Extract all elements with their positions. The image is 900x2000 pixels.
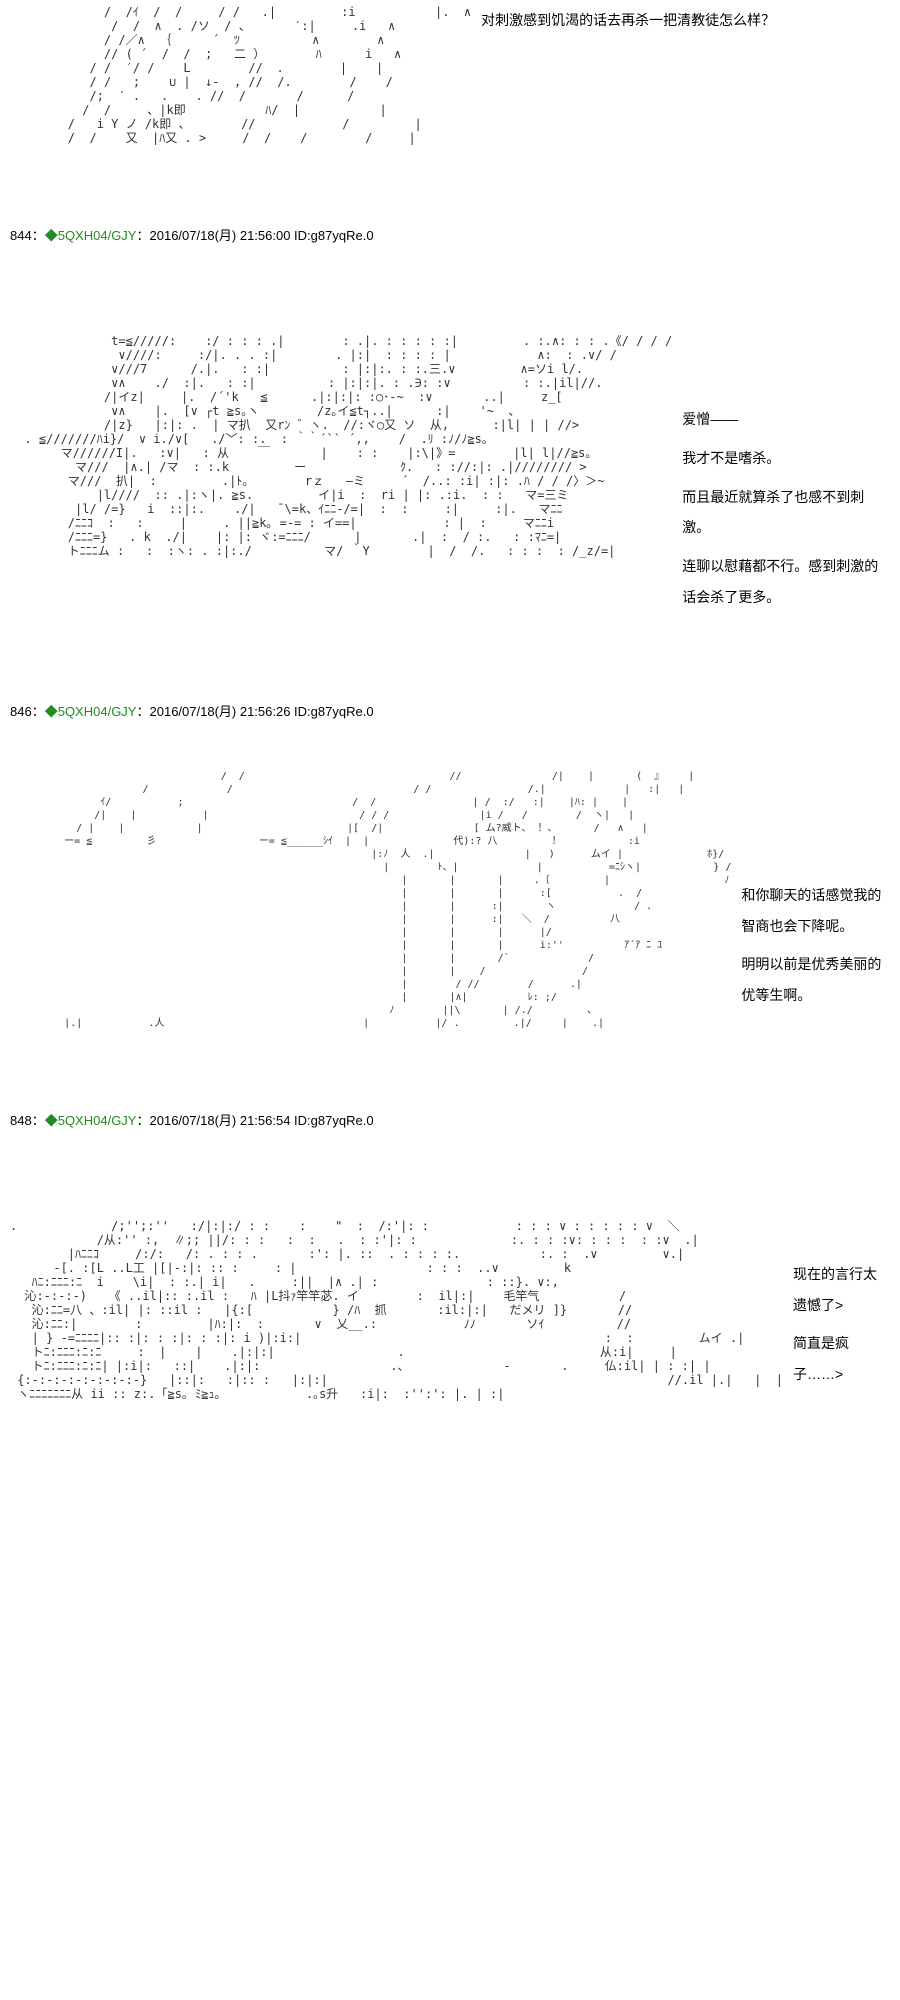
post-id: g87yqRe.0 [311, 1113, 374, 1128]
post-datetime: 2016/07/18(月) 21:56:26 [150, 704, 291, 719]
id-label: ID: [290, 1113, 310, 1128]
separator: ： [136, 1113, 149, 1128]
dialogue-line: 对刺激感到饥渴的话去再杀一把清教徒怎么样？ [481, 5, 775, 36]
tripcode[interactable]: ◆5QXH04/GJY [45, 228, 137, 243]
tripcode[interactable]: ◆5QXH04/GJY [45, 1113, 137, 1128]
post-848: 848：◆5QXH04/GJY：2016/07/18(月) 21:56:54 I… [0, 1105, 900, 1406]
post-id: g87yqRe.0 [311, 704, 374, 719]
post-number: 844 [10, 228, 32, 243]
separator: ： [136, 704, 149, 719]
tripcode[interactable]: ◆5QXH04/GJY [45, 704, 137, 719]
post-number: 846 [10, 704, 32, 719]
post-body: / / // /| | ( 』 | / / / / /.| | :| | [10, 770, 890, 1030]
dialogue-line: 爱憎―― [682, 404, 890, 435]
ascii-art: / /ｲ / / / / .| :i |. ∧ / / ∧ . /ソ / 、 ′… [10, 5, 471, 145]
dialogue-line: 和你聊天的话感觉我的智商也会下降呢。 [741, 880, 890, 942]
dialogue-block: 和你聊天的话感觉我的智商也会下降呢。 明明以前是优秀美丽的优等生啊。 [731, 770, 890, 1019]
dialogue-block: 爱憎―― 我才不是嗜杀。 而且最近就算杀了也感不到刺激。 连聊以慰藉都不行。感到… [672, 334, 890, 621]
post-header: 848：◆5QXH04/GJY：2016/07/18(月) 21:56:54 I… [10, 1110, 890, 1129]
separator: ： [32, 704, 45, 719]
id-label: ID: [290, 228, 310, 243]
dialogue-line: 现在的言行太遗憾了> [793, 1259, 890, 1321]
separator: ： [136, 228, 149, 243]
dialogue-line: 我才不是嗜杀。 [682, 443, 890, 474]
ascii-art: t=≦/////: :/ : : : .| : .|. : : : : :| .… [10, 334, 672, 558]
dialogue-line: 明明以前是优秀美丽的优等生啊。 [741, 949, 890, 1011]
dialogue-line: 连聊以慰藉都不行。感到刺激的话会杀了更多。 [682, 551, 890, 613]
post-datetime: 2016/07/18(月) 21:56:00 [150, 228, 291, 243]
dialogue-block: 现在的言行太遗憾了> 简直是疯子……> [783, 1219, 890, 1398]
ascii-art: . /;'';:'' :/|:|:/ : : : " : /:'|: : : :… [10, 1219, 783, 1401]
dialogue-block: 对刺激感到饥渴的话去再杀一把清教徒怎么样？ [471, 5, 775, 44]
separator: ： [32, 1113, 45, 1128]
post-846: 846：◆5QXH04/GJY：2016/07/18(月) 21:56:26 I… [0, 696, 900, 1035]
post-header: 844：◆5QXH04/GJY：2016/07/18(月) 21:56:00 I… [10, 225, 890, 244]
post-body: / /ｲ / / / / .| :i |. ∧ / / ∧ . /ソ / 、 ′… [10, 5, 890, 145]
post-number: 848 [10, 1113, 32, 1128]
ascii-art: / / // /| | ( 』 | / / / / /.| | :| | [10, 770, 731, 1030]
post-body: t=≦/////: :/ : : : .| : .|. : : : : :| .… [10, 334, 890, 621]
post-body: . /;'';:'' :/|:|:/ : : : " : /:'|: : : :… [10, 1219, 890, 1401]
dialogue-line: 简直是疯子……> [793, 1328, 890, 1390]
separator: ： [32, 228, 45, 243]
post-id: g87yqRe.0 [311, 228, 374, 243]
post-header: 846：◆5QXH04/GJY：2016/07/18(月) 21:56:26 I… [10, 701, 890, 720]
dialogue-line: 而且最近就算杀了也感不到刺激。 [682, 482, 890, 544]
post-datetime: 2016/07/18(月) 21:56:54 [150, 1113, 291, 1128]
post-0: / /ｲ / / / / .| :i |. ∧ / / ∧ . /ソ / 、 ′… [0, 0, 900, 150]
id-label: ID: [290, 704, 310, 719]
post-844: 844：◆5QXH04/GJY：2016/07/18(月) 21:56:00 I… [0, 220, 900, 626]
